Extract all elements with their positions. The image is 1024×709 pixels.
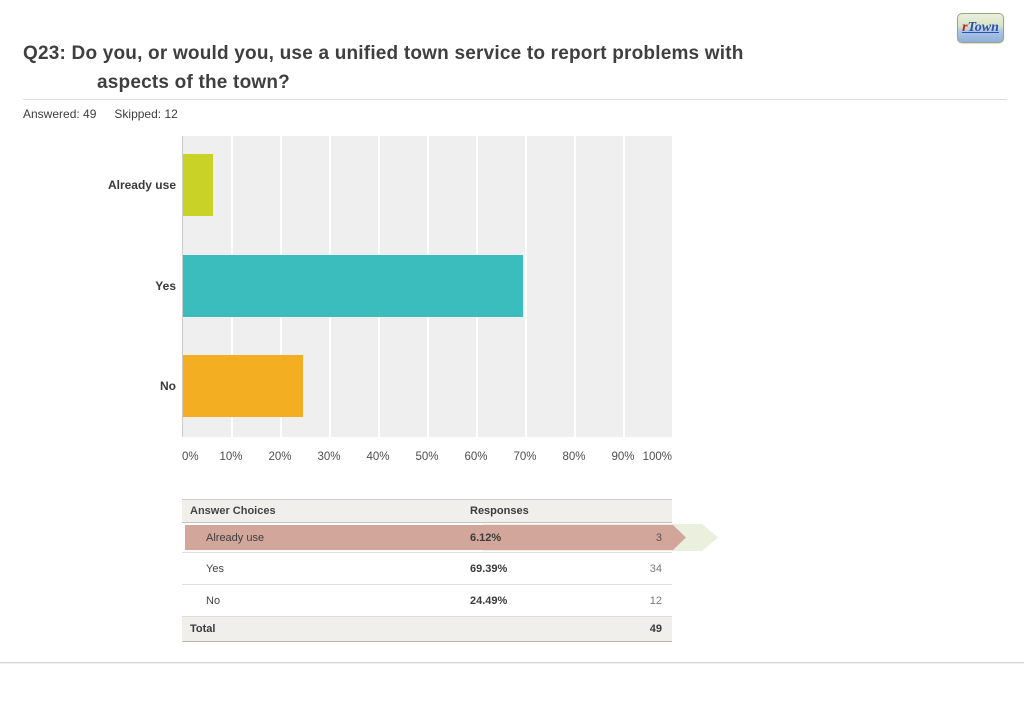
x-tick-10%: 10%	[219, 451, 243, 463]
bar-no[interactable]	[183, 355, 303, 417]
table-row-already-use[interactable]: Already use 6.12% 3	[182, 523, 672, 553]
x-tick-20%: 20%	[268, 451, 292, 463]
category-label-no: No	[160, 379, 176, 393]
x-tick-60%: 60%	[464, 451, 488, 463]
gridline-80%	[574, 136, 576, 437]
chart-plot-area	[182, 136, 674, 437]
x-tick-90%: 90%	[611, 451, 635, 463]
answer-choice-label: Already use	[206, 531, 265, 544]
rtown-logo: r Town	[957, 13, 1004, 43]
x-tick-50%: 50%	[415, 451, 439, 463]
response-percent: 6.12%	[470, 531, 502, 544]
answered-label: Answered:	[23, 107, 80, 121]
x-tick-100%: 100%	[642, 451, 672, 463]
title-divider	[23, 99, 1007, 100]
category-label-already-use: Already use	[107, 178, 176, 192]
row-highlight-banner	[185, 525, 686, 550]
skipped-label: Skipped:	[114, 107, 162, 121]
answer-choice-label: Yes	[206, 562, 224, 575]
header-responses: Responses	[470, 505, 529, 517]
x-tick-70%: 70%	[513, 451, 537, 463]
category-label-yes: Yes	[155, 279, 176, 293]
answered-stat: Answered: 49	[23, 107, 96, 121]
logo-text-r: r	[962, 20, 968, 35]
response-stats: Answered: 49 Skipped: 12	[23, 107, 196, 121]
total-value: 49	[649, 623, 662, 635]
bar-already-use[interactable]	[183, 154, 213, 216]
skipped-value: 12	[164, 107, 178, 121]
table-header-row: Answer Choices Responses	[182, 499, 672, 523]
answer-choices-table: Answer Choices Responses Already use 6.12…	[182, 499, 672, 642]
page-bottom-divider	[0, 662, 1024, 664]
question-title-line1: Q23: Do you, or would you, use a unified…	[23, 43, 744, 64]
chart-x-axis-labels: 0% 10% 20% 30% 40% 50% 60% 70% 80% 90% 100%	[182, 451, 672, 467]
gridline-100%	[672, 136, 674, 437]
total-label: Total	[190, 623, 216, 635]
response-percent: 69.39%	[470, 562, 508, 575]
skipped-stat: Skipped: 12	[114, 107, 177, 121]
gridline-70%	[525, 136, 527, 437]
chart-category-labels: Already use Yes No	[0, 136, 176, 437]
answer-choice-label: No	[206, 594, 221, 607]
table-row-no[interactable]: No 24.49% 12	[182, 585, 672, 617]
response-count: 12	[649, 594, 662, 607]
logo-text-town: Town	[967, 20, 999, 35]
question-title-line2: aspects of the town?	[97, 72, 290, 93]
x-tick-40%: 40%	[366, 451, 390, 463]
table-total-row: Total 49	[182, 617, 672, 642]
x-tick-80%: 80%	[562, 451, 586, 463]
answered-value: 49	[83, 107, 97, 121]
header-answer-choices: Answer Choices	[190, 505, 276, 517]
x-tick-0%: 0%	[182, 451, 199, 463]
response-count: 34	[649, 562, 662, 575]
response-percent: 24.49%	[470, 594, 508, 607]
bar-yes[interactable]	[183, 255, 523, 317]
x-tick-30%: 30%	[317, 451, 341, 463]
gridline-90%	[623, 136, 625, 437]
question-title: Q23: Do you, or would you, use a unified…	[23, 39, 744, 97]
response-count: 3	[655, 531, 662, 544]
table-row-yes[interactable]: Yes 69.39% 34	[182, 553, 672, 585]
